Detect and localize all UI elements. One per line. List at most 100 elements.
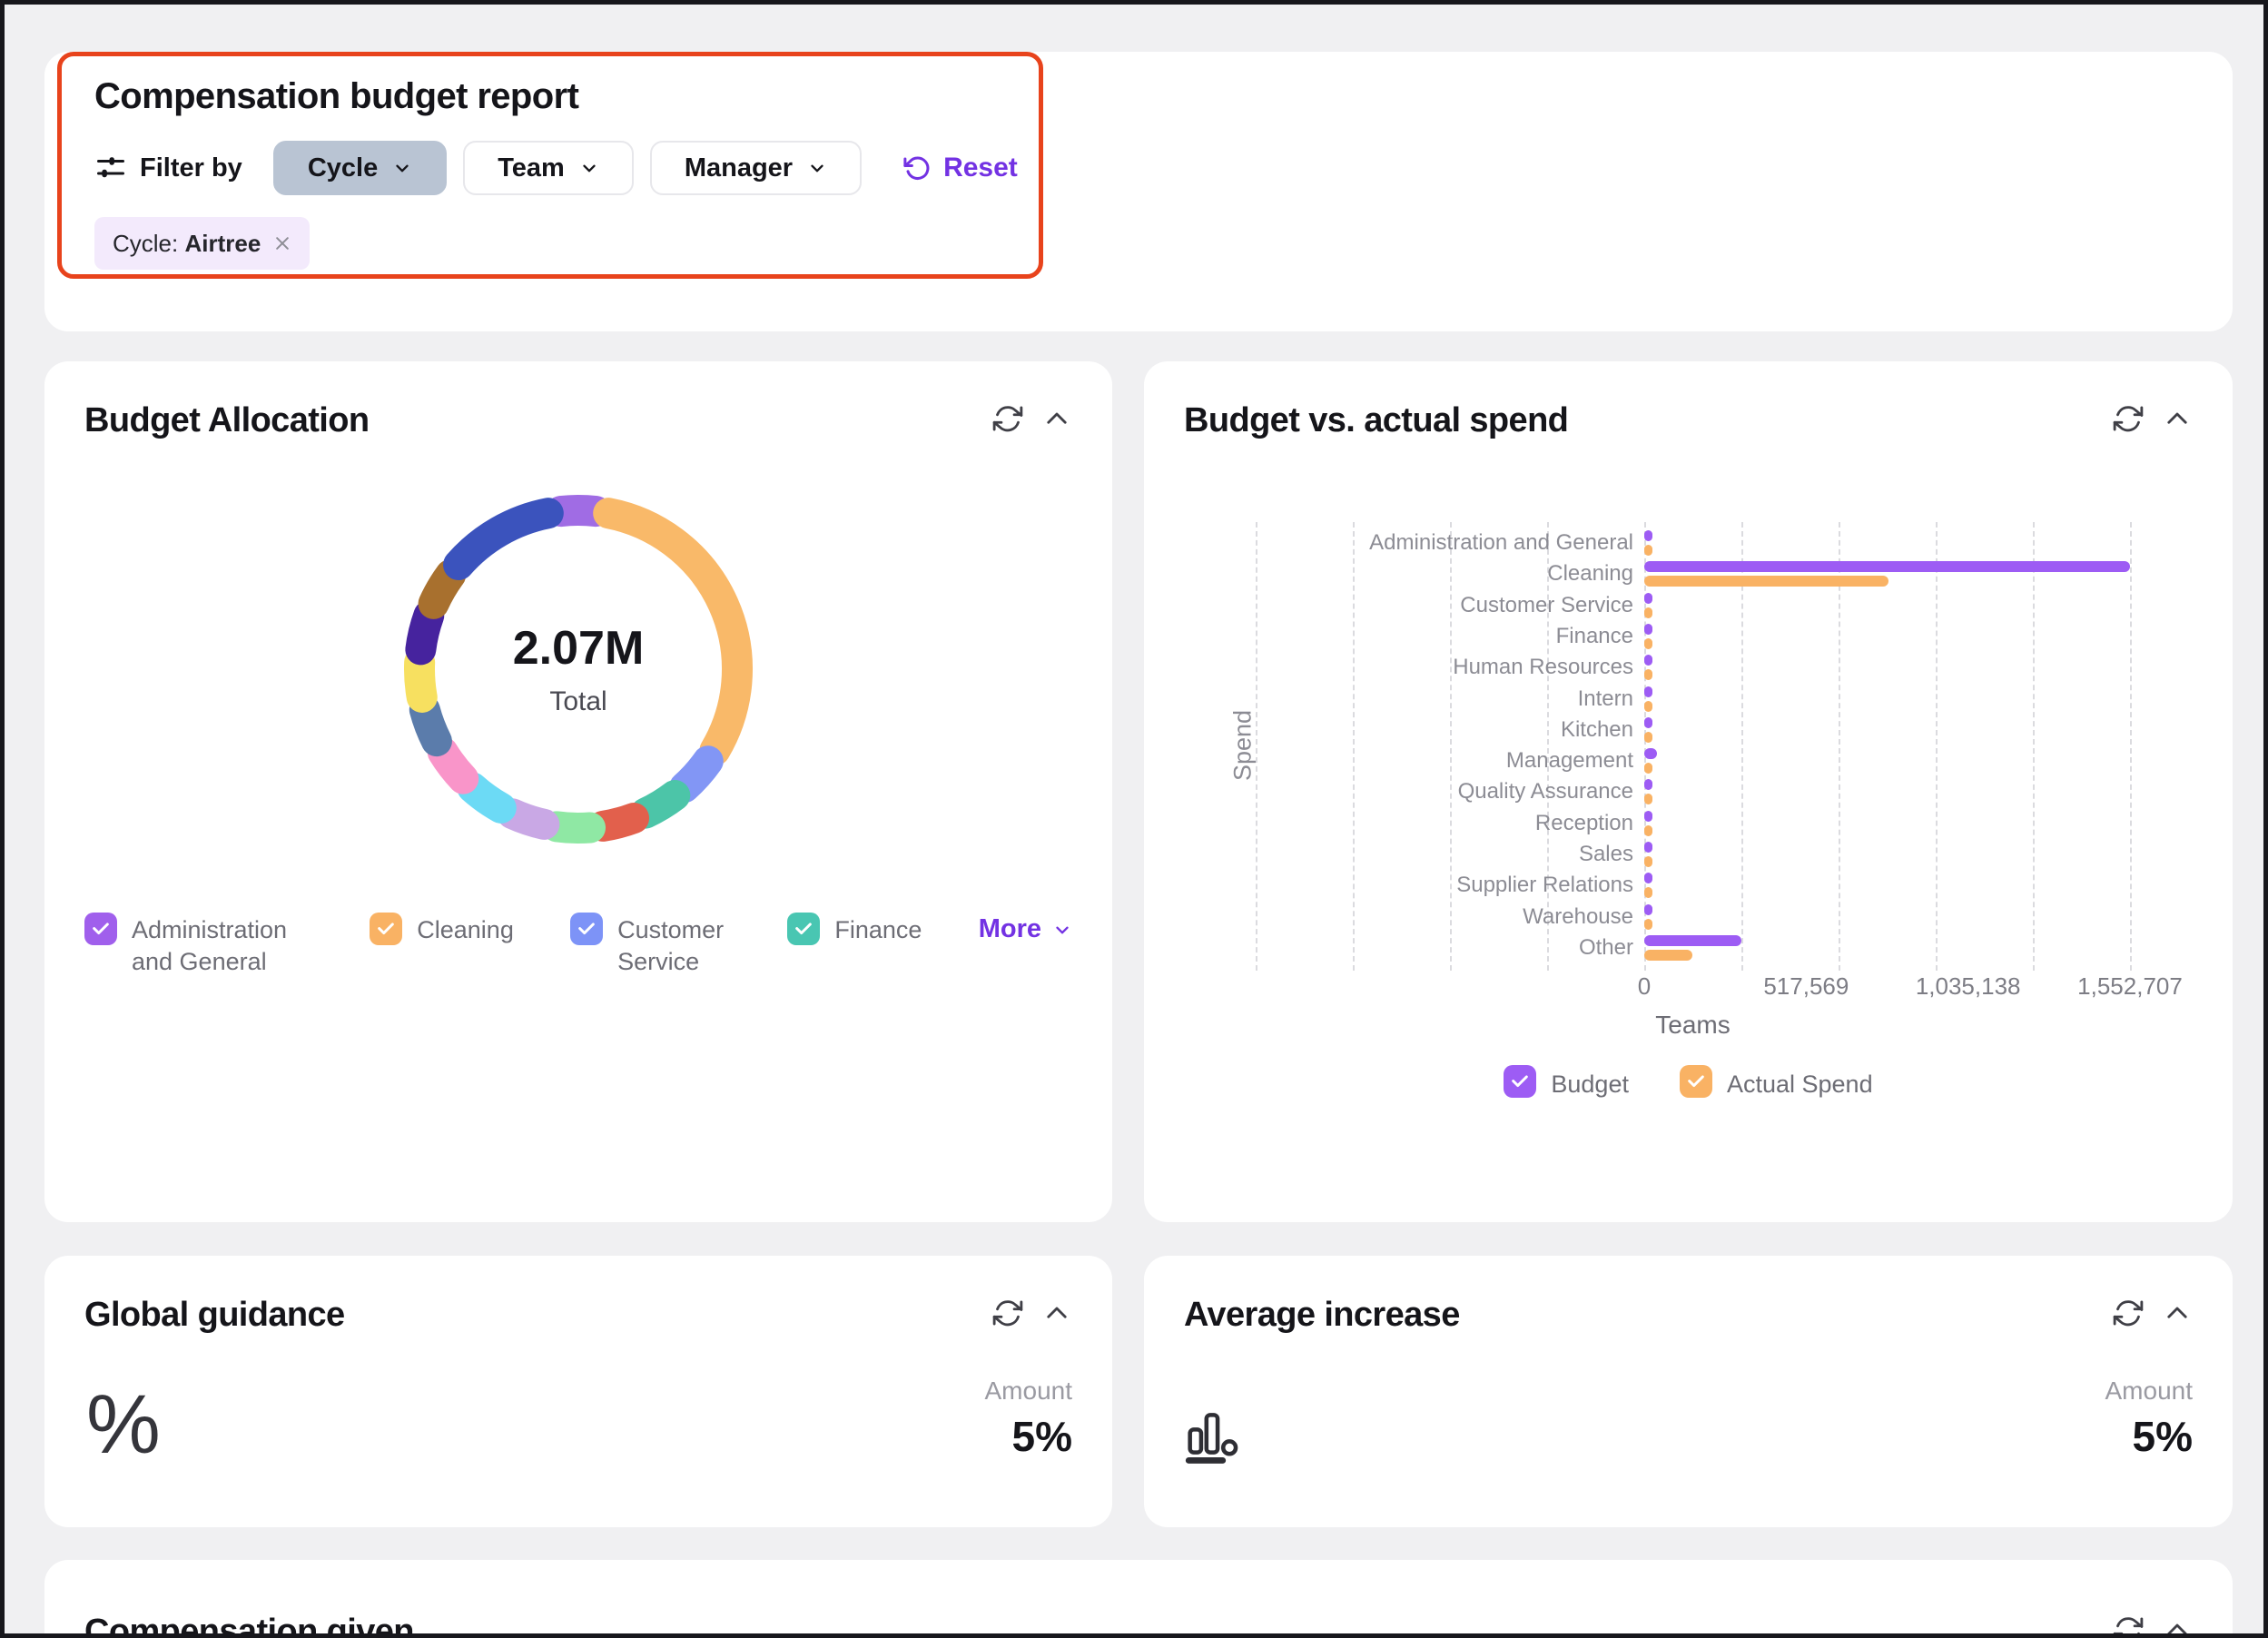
- average-increase-title: Average increase: [1184, 1296, 1460, 1334]
- legend-item-budget[interactable]: Budget: [1504, 1065, 1629, 1100]
- more-legend-button[interactable]: More: [979, 913, 1072, 944]
- actual-bar-7[interactable]: [1644, 763, 1652, 775]
- actual-bar-1[interactable]: [1644, 576, 1888, 587]
- actual-bar-12[interactable]: [1644, 918, 1652, 930]
- average-amount-value: 5%: [2132, 1413, 2193, 1460]
- bar-chart-legend: Budget Actual Spend: [1144, 1065, 2233, 1100]
- global-guidance-title: Global guidance: [84, 1296, 345, 1334]
- donut-segment[interactable]: [418, 559, 467, 619]
- cycle-filter-label: Cycle: [307, 153, 379, 183]
- actual-bar-10[interactable]: [1644, 856, 1652, 867]
- budget-bar-12[interactable]: [1644, 903, 1652, 915]
- compensation-given-title: Compensation given: [84, 1613, 415, 1638]
- actual-bar-5[interactable]: [1644, 700, 1652, 712]
- legend-checkbox[interactable]: [1504, 1065, 1537, 1098]
- actual-bar-13[interactable]: [1644, 949, 1693, 961]
- more-label: More: [978, 914, 1041, 943]
- donut-segment[interactable]: [404, 646, 438, 713]
- collapse-icon[interactable]: [2162, 1614, 2193, 1638]
- budget-allocation-donut: 2.07M Total: [360, 451, 796, 887]
- legend-item-customer-service[interactable]: Customer Service: [570, 913, 731, 978]
- legend-checkbox[interactable]: [787, 913, 821, 945]
- legend-checkbox[interactable]: [370, 913, 403, 945]
- reset-filters-button[interactable]: Reset: [903, 153, 1018, 183]
- actual-bar-3[interactable]: [1644, 638, 1652, 649]
- gridline: [2033, 522, 2035, 971]
- budget-bar-6[interactable]: [1644, 716, 1652, 728]
- check-icon: [1512, 1075, 1529, 1088]
- donut-segment[interactable]: [409, 694, 452, 757]
- donut-segment[interactable]: [593, 498, 753, 766]
- legend-checkbox[interactable]: [570, 913, 604, 945]
- refresh-icon[interactable]: [2113, 403, 2144, 434]
- donut-segment[interactable]: [630, 780, 691, 829]
- team-filter-button[interactable]: Team: [463, 141, 634, 195]
- legend-checkbox[interactable]: [84, 913, 117, 945]
- collapse-icon[interactable]: [1041, 1298, 1072, 1328]
- donut-segment[interactable]: [497, 798, 560, 840]
- manager-filter-button[interactable]: Manager: [649, 141, 863, 195]
- donut-chart: [404, 495, 753, 844]
- annotation-highlight-box: Compensation budget report Filter by Cyc…: [57, 52, 1043, 279]
- cycle-filter-button[interactable]: Cycle: [272, 141, 448, 195]
- legend-item-finance[interactable]: Finance: [787, 913, 922, 946]
- budget-bar-5[interactable]: [1644, 686, 1652, 697]
- donut-segment[interactable]: [457, 772, 517, 824]
- actual-bar-0[interactable]: [1644, 545, 1652, 557]
- budget-bar-1[interactable]: [1644, 561, 2130, 573]
- refresh-icon[interactable]: [2113, 1614, 2144, 1638]
- legend-checkbox[interactable]: [1679, 1065, 1712, 1098]
- budget-vs-actual-card: Budget vs. actual spend Spend Administra…: [1144, 361, 2233, 1222]
- close-icon[interactable]: [273, 234, 291, 252]
- chip-text: Cycle: Airtree: [113, 229, 261, 257]
- gridline: [2130, 522, 2132, 971]
- donut-segment[interactable]: [405, 599, 445, 666]
- team-filter-label: Team: [498, 153, 565, 183]
- donut-segment[interactable]: [541, 811, 606, 844]
- collapse-icon[interactable]: [2162, 403, 2193, 434]
- actual-bar-11[interactable]: [1644, 887, 1652, 899]
- collapse-icon[interactable]: [2162, 1298, 2193, 1328]
- budget-allocation-title: Budget Allocation: [84, 401, 370, 439]
- legend-item-actual-spend[interactable]: Actual Spend: [1679, 1065, 1873, 1100]
- refresh-icon[interactable]: [992, 1298, 1023, 1328]
- donut-segment[interactable]: [587, 803, 650, 842]
- budget-bar-13[interactable]: [1644, 934, 1742, 946]
- legend-item-administration-and-general[interactable]: Administration and General: [84, 913, 313, 978]
- actual-bar-6[interactable]: [1644, 731, 1652, 743]
- budget-bar-9[interactable]: [1644, 810, 1652, 822]
- budget-bar-10[interactable]: [1644, 842, 1652, 853]
- legend-label: Customer Service: [617, 916, 725, 976]
- actual-bar-8[interactable]: [1644, 794, 1652, 805]
- donut-segment[interactable]: [669, 745, 724, 804]
- budget-bar-3[interactable]: [1644, 624, 1652, 635]
- percent-icon: %: [86, 1378, 161, 1471]
- budget-bar-7[interactable]: [1644, 748, 1657, 760]
- budget-bar-8[interactable]: [1644, 779, 1652, 791]
- actual-bar-2[interactable]: [1644, 607, 1652, 618]
- donut-segment[interactable]: [545, 495, 612, 528]
- active-filter-chip[interactable]: Cycle: Airtree: [94, 217, 311, 270]
- budget-bar-4[interactable]: [1644, 655, 1652, 666]
- legend-item-cleaning[interactable]: Cleaning: [370, 913, 514, 946]
- donut-segment[interactable]: [443, 498, 564, 581]
- gridline: [1353, 522, 1355, 971]
- actual-bar-4[interactable]: [1644, 669, 1652, 681]
- refresh-icon[interactable]: [992, 403, 1023, 434]
- x-tick-label: 517,569: [1763, 972, 1849, 1000]
- budget-bar-2[interactable]: [1644, 592, 1652, 604]
- actual-bar-9[interactable]: [1644, 824, 1652, 836]
- category-label: Management: [1505, 748, 1633, 774]
- budget-bar-0[interactable]: [1644, 530, 1652, 542]
- refresh-icon[interactable]: [2113, 1298, 2144, 1328]
- x-tick-label: 0: [1637, 972, 1652, 1000]
- collapse-icon[interactable]: [1041, 403, 1072, 434]
- bar-chart-icon: [1184, 1406, 1242, 1469]
- compensation-given-card: Compensation given: [44, 1560, 2233, 1638]
- donut-segment[interactable]: [427, 736, 479, 794]
- category-label: Supplier Relations: [1456, 873, 1633, 898]
- gridline: [1644, 522, 1646, 971]
- legend-label: Finance: [834, 916, 922, 943]
- x-tick-label: 1,035,138: [1915, 972, 2021, 1000]
- budget-bar-11[interactable]: [1644, 873, 1652, 884]
